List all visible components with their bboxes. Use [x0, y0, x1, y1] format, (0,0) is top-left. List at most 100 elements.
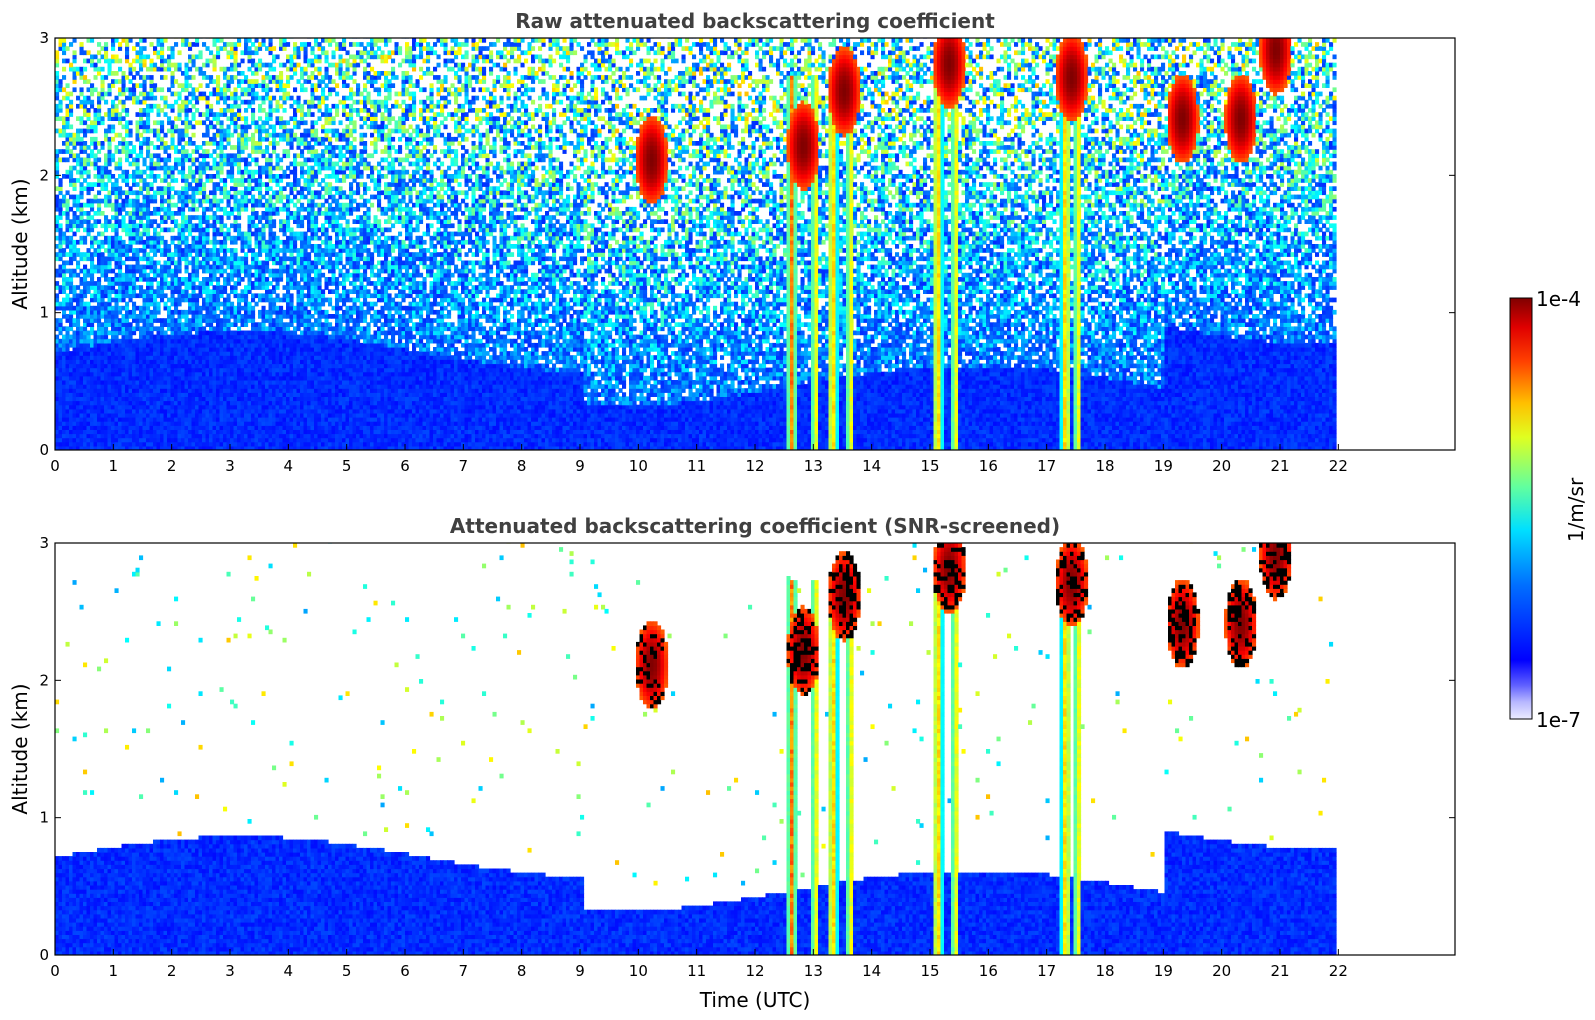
heatmap-cell — [129, 129, 133, 134]
heatmap-cell — [192, 59, 196, 64]
heatmap-cell — [157, 380, 161, 385]
heatmap-cell — [237, 417, 241, 422]
heatmap-cell — [234, 269, 238, 274]
heatmap-cell — [188, 199, 192, 204]
heatmap-cell — [150, 186, 154, 191]
heatmap-cell — [227, 364, 231, 369]
heatmap-cell — [157, 190, 161, 195]
heatmap-cell — [237, 277, 241, 282]
heatmap-cell — [80, 380, 84, 385]
heatmap-cell — [220, 376, 224, 381]
heatmap-cell — [83, 343, 87, 348]
heatmap-cell — [188, 277, 192, 282]
heatmap-cell — [97, 120, 101, 125]
heatmap-cell — [132, 429, 136, 434]
heatmap-cell — [146, 182, 150, 187]
heatmap-cell — [279, 190, 283, 195]
heatmap-cell — [83, 108, 87, 113]
heatmap-cell — [157, 442, 161, 447]
heatmap-cell — [255, 384, 259, 389]
heatmap-cell — [118, 318, 122, 323]
heatmap-cell — [206, 306, 210, 311]
heatmap-cell — [55, 318, 59, 323]
heatmap-cell — [97, 256, 101, 261]
heatmap-cell — [108, 396, 112, 401]
heatmap-cell — [251, 83, 255, 88]
heatmap-cell — [209, 438, 213, 443]
heatmap-cell — [143, 46, 147, 51]
heatmap-cell — [122, 199, 126, 204]
heatmap-cell — [255, 322, 259, 327]
heatmap-cell — [279, 46, 283, 51]
heatmap-cell — [129, 149, 133, 154]
heatmap-cell — [230, 46, 234, 51]
heatmap-cell — [195, 396, 199, 401]
heatmap-cell — [101, 289, 105, 294]
heatmap-cell — [178, 261, 182, 266]
heatmap-cell — [115, 182, 119, 187]
heatmap-cell — [66, 347, 70, 352]
heatmap-cell — [125, 158, 129, 163]
heatmap-cell — [237, 199, 241, 204]
heatmap-cell — [171, 429, 175, 434]
heatmap-cell — [101, 141, 105, 146]
heatmap-cell — [185, 120, 189, 125]
heatmap-cell — [73, 256, 77, 261]
heatmap-cell — [251, 273, 255, 278]
heatmap-cell — [62, 46, 66, 51]
heatmap-cell — [192, 104, 196, 109]
heatmap-cell — [283, 137, 287, 142]
heatmap-cell — [101, 314, 105, 319]
heatmap-cell — [223, 223, 227, 228]
heatmap-cell — [153, 50, 157, 55]
heatmap-cell — [262, 429, 266, 434]
heatmap-cell — [220, 326, 224, 331]
heatmap-cell — [125, 417, 129, 422]
heatmap-cell — [171, 133, 175, 138]
heatmap-cell — [83, 392, 87, 397]
heatmap-cell — [171, 178, 175, 183]
heatmap-cell — [192, 442, 196, 447]
heatmap-cell — [94, 219, 98, 224]
heatmap-cell — [55, 108, 59, 113]
heatmap-cell — [97, 318, 101, 323]
heatmap-cell — [255, 413, 259, 418]
heatmap-cell — [199, 244, 203, 249]
heatmap-cell — [276, 372, 280, 377]
heatmap-cell — [258, 372, 262, 377]
heatmap-cell — [164, 384, 168, 389]
heatmap-cell — [220, 289, 224, 294]
heatmap-cell — [206, 405, 210, 410]
heatmap-cell — [202, 133, 206, 138]
heatmap-cell — [265, 421, 269, 426]
heatmap-cell — [255, 401, 259, 406]
heatmap-cell — [181, 240, 185, 245]
heatmap-cell — [157, 372, 161, 377]
heatmap-cell — [143, 322, 147, 327]
heatmap-cell — [87, 289, 91, 294]
heatmap-cell — [111, 351, 115, 356]
heatmap-cell — [87, 438, 91, 443]
heatmap-cell — [272, 277, 276, 282]
heatmap-cell — [111, 71, 115, 76]
heatmap-cell — [115, 376, 119, 381]
heatmap-cell — [90, 417, 94, 422]
heatmap-cell — [178, 335, 182, 340]
heatmap-cell — [125, 277, 129, 282]
heatmap-cell — [262, 195, 266, 200]
heatmap-cell — [94, 401, 98, 406]
heatmap-cell — [87, 59, 91, 64]
heatmap-cell — [111, 203, 115, 208]
heatmap-cell — [76, 71, 80, 76]
heatmap-cell — [167, 429, 171, 434]
heatmap-cell — [87, 285, 91, 290]
heatmap-cell — [276, 417, 280, 422]
heatmap-cell — [230, 145, 234, 150]
heatmap-cell — [199, 252, 203, 257]
heatmap-cell — [101, 322, 105, 327]
heatmap-cell — [241, 236, 245, 241]
heatmap-cell — [108, 281, 112, 286]
heatmap-cell — [76, 137, 80, 142]
heatmap-cell — [244, 359, 248, 364]
heatmap-cell — [143, 298, 147, 303]
